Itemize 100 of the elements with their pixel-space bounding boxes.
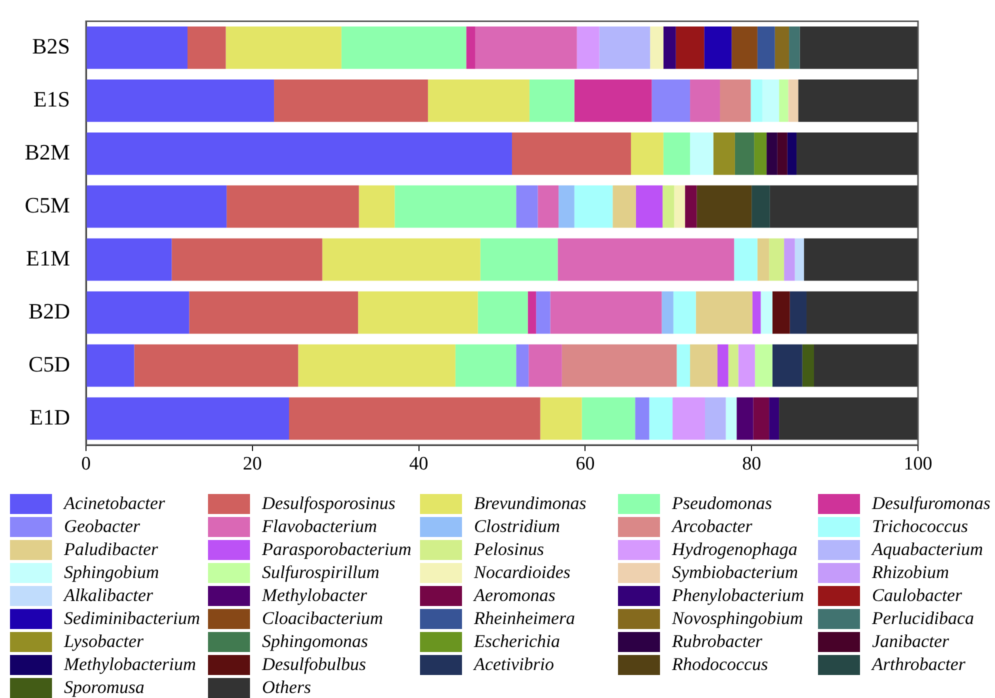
bar	[752, 185, 770, 228]
legend-label: Acetivibrio	[474, 654, 554, 675]
bar	[289, 397, 540, 440]
bar	[455, 344, 516, 387]
bar	[753, 397, 770, 440]
bar	[582, 397, 636, 440]
bar	[635, 397, 650, 440]
legend-label: Desulfuromonas	[872, 493, 990, 514]
legend-label: Acinetobacter	[64, 493, 165, 514]
bar	[475, 26, 577, 69]
legend-label: Escherichia	[474, 631, 560, 652]
bar	[649, 397, 673, 440]
bar	[726, 397, 737, 440]
bar	[466, 26, 476, 69]
legend-label: Brevundimonas	[474, 493, 586, 514]
bar	[540, 397, 582, 440]
legend-label: Desulfobulbus	[262, 654, 366, 675]
bar	[86, 26, 188, 69]
x-tick-label: 20	[242, 453, 262, 474]
bar	[86, 185, 227, 228]
bar	[576, 26, 600, 69]
legend-label: Geobacter	[64, 516, 140, 537]
bar	[673, 291, 696, 334]
bar	[738, 344, 755, 387]
bar	[734, 132, 754, 175]
y-tick-label: B2M	[24, 139, 70, 164]
legend-label: Nocardioides	[474, 562, 570, 583]
legend-label: Pelosinus	[474, 539, 544, 560]
x-tick-label: 100	[904, 453, 932, 474]
bar	[690, 132, 714, 175]
bar	[754, 344, 772, 387]
bar	[652, 79, 690, 122]
bar	[226, 185, 359, 228]
legend-label: Janibacter	[872, 631, 949, 652]
bar	[676, 26, 704, 69]
legend-label: Methylobacter	[262, 585, 367, 606]
bar	[772, 291, 790, 334]
bar	[760, 291, 772, 334]
legend-label: Desulfosporosinus	[262, 493, 396, 514]
bar	[550, 291, 662, 334]
bar	[806, 291, 918, 334]
bar	[558, 238, 734, 281]
bar	[538, 185, 559, 228]
bar	[794, 238, 804, 281]
bar	[558, 185, 574, 228]
bar	[599, 26, 650, 69]
bar	[696, 291, 752, 334]
bar	[274, 79, 428, 122]
bar	[662, 291, 674, 334]
legend-label: Pseudomonas	[672, 493, 772, 514]
bar	[690, 344, 718, 387]
legend-label: Phenylobacterium	[672, 585, 804, 606]
bar	[662, 185, 674, 228]
bar	[757, 238, 770, 281]
bar	[774, 26, 790, 69]
y-tick-label: B2D	[28, 298, 70, 324]
legend-label: Rheinheimera	[474, 608, 575, 629]
bar	[777, 132, 788, 175]
bar	[341, 26, 466, 69]
bar	[528, 291, 536, 334]
legend-label: Aeromonas	[474, 585, 556, 606]
x-tick-label: 40	[409, 453, 428, 474]
bar	[172, 238, 322, 281]
bar	[802, 344, 814, 387]
bar	[796, 132, 918, 175]
y-tick-label: E1M	[26, 245, 70, 270]
bar	[779, 397, 918, 440]
bar	[188, 26, 226, 69]
bar	[685, 185, 697, 228]
bar	[770, 185, 918, 228]
bar	[720, 79, 751, 122]
bar	[676, 344, 690, 387]
y-tick-label: E1D	[30, 404, 70, 430]
bar	[612, 185, 636, 228]
bar	[705, 397, 726, 440]
bar	[784, 238, 795, 281]
bar	[512, 132, 631, 175]
bar	[529, 79, 574, 122]
bar	[728, 344, 738, 387]
bar	[769, 397, 780, 440]
bar	[750, 79, 762, 122]
bar	[732, 26, 758, 69]
bar	[798, 79, 918, 122]
legend-label: Alkalibacter	[64, 585, 153, 606]
legend-label: Trichococcus	[872, 516, 968, 537]
legend-label: Rhodococcus	[672, 654, 768, 675]
legend-label: Symbiobacterium	[672, 562, 798, 583]
bar	[574, 185, 613, 228]
legend-label: Methylobacterium	[64, 654, 196, 675]
bar	[766, 132, 778, 175]
y-tick-label: C5M	[24, 192, 70, 218]
bar	[696, 185, 752, 228]
y-tick-label: C5D	[28, 351, 70, 376]
bar	[536, 291, 550, 334]
bar	[189, 291, 358, 334]
bar	[804, 238, 918, 281]
legend-label: Paludibacter	[64, 539, 158, 560]
bar	[752, 291, 761, 334]
legend-label: Hydrogenophaga	[672, 539, 798, 560]
legend-label: Aquabacterium	[872, 539, 983, 560]
